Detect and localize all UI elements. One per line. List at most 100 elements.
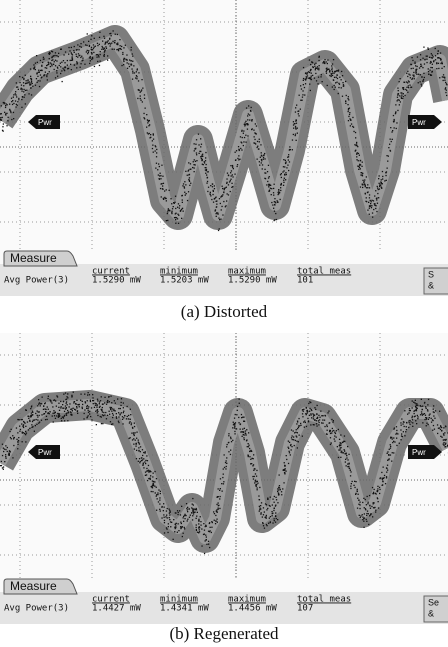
noise-dot: [6, 113, 7, 114]
noise-dot: [49, 58, 50, 59]
noise-dot: [320, 76, 321, 77]
noise-dot: [169, 514, 170, 515]
noise-dot: [360, 186, 361, 187]
noise-dot: [165, 198, 166, 199]
noise-dot: [189, 185, 190, 186]
noise-dot: [80, 394, 81, 395]
measure-tab-label: Measure: [10, 251, 57, 265]
noise-dot: [234, 425, 235, 426]
noise-dot: [9, 431, 10, 432]
noise-dot: [315, 69, 316, 70]
noise-dot: [31, 94, 32, 95]
noise-dot: [88, 392, 89, 393]
noise-dot: [178, 512, 179, 513]
noise-dot: [409, 424, 410, 425]
noise-dot: [311, 417, 312, 418]
noise-dot: [435, 59, 436, 60]
noise-dot: [370, 200, 371, 201]
noise-dot: [181, 527, 182, 528]
noise-dot: [38, 404, 39, 405]
noise-dot: [178, 530, 179, 531]
noise-dot: [284, 470, 285, 471]
noise-dot: [3, 102, 4, 103]
noise-dot: [263, 525, 264, 526]
noise-dot: [44, 403, 45, 404]
noise-dot: [406, 429, 407, 430]
noise-dot: [181, 523, 182, 524]
noise-dot: [109, 411, 110, 412]
noise-dot: [215, 520, 216, 521]
noise-dot: [324, 426, 325, 427]
noise-dot: [73, 50, 74, 51]
noise-dot: [76, 54, 77, 55]
noise-dot: [275, 512, 276, 513]
noise-dot: [22, 89, 23, 90]
noise-dot: [342, 96, 343, 97]
noise-dot: [166, 510, 167, 511]
noise-dot: [390, 448, 391, 449]
noise-dot: [283, 170, 284, 171]
noise-dot: [31, 406, 32, 407]
noise-dot: [47, 413, 48, 414]
noise-dot: [177, 514, 178, 515]
noise-dot: [264, 528, 265, 529]
noise-dot: [152, 485, 153, 486]
noise-dot: [340, 457, 341, 458]
noise-dot: [70, 64, 71, 65]
noise-dot: [362, 162, 363, 163]
noise-dot: [273, 192, 274, 193]
noise-dot: [87, 405, 88, 406]
noise-dot: [131, 68, 132, 69]
noise-dot: [115, 410, 116, 411]
noise-dot: [438, 51, 439, 52]
noise-dot: [400, 78, 401, 79]
noise-dot: [142, 455, 143, 456]
noise-dot: [186, 503, 187, 504]
noise-dot: [63, 69, 64, 70]
noise-dot: [198, 532, 199, 533]
noise-dot: [300, 85, 301, 86]
noise-dot: [360, 515, 361, 516]
noise-dot: [426, 62, 427, 63]
noise-dot: [415, 406, 416, 407]
noise-dot: [298, 418, 299, 419]
noise-dot: [87, 33, 88, 34]
noise-dot: [336, 77, 337, 78]
noise-dot: [111, 43, 112, 44]
noise-dot: [383, 477, 384, 478]
noise-dot: [60, 66, 61, 67]
noise-dot: [324, 420, 325, 421]
noise-dot: [247, 124, 248, 125]
noise-dot: [444, 66, 445, 67]
noise-dot: [78, 53, 79, 54]
noise-dot: [30, 88, 31, 89]
noise-dot: [69, 50, 70, 51]
noise-dot: [433, 425, 434, 426]
noise-dot: [395, 104, 396, 105]
noise-dot: [338, 93, 339, 94]
noise-dot: [121, 46, 122, 47]
noise-dot: [335, 433, 336, 434]
noise-dot: [218, 488, 219, 489]
noise-dot: [26, 410, 27, 411]
noise-dot: [210, 185, 211, 186]
noise-dot: [393, 452, 394, 453]
noise-dot: [371, 207, 372, 208]
noise-dot: [251, 129, 252, 130]
noise-dot: [401, 92, 402, 93]
noise-dot: [334, 73, 335, 74]
noise-dot: [257, 147, 258, 148]
noise-dot: [328, 411, 329, 412]
noise-dot: [230, 172, 231, 173]
noise-dot: [175, 219, 176, 220]
noise-dot: [160, 491, 161, 492]
noise-dot: [291, 429, 292, 430]
noise-dot: [182, 199, 183, 200]
noise-dot: [161, 165, 162, 166]
noise-dot: [90, 39, 91, 40]
noise-dot: [177, 510, 178, 511]
noise-dot: [270, 521, 271, 522]
noise-dot: [248, 445, 249, 446]
noise-dot: [138, 461, 139, 462]
noise-dot: [308, 403, 309, 404]
